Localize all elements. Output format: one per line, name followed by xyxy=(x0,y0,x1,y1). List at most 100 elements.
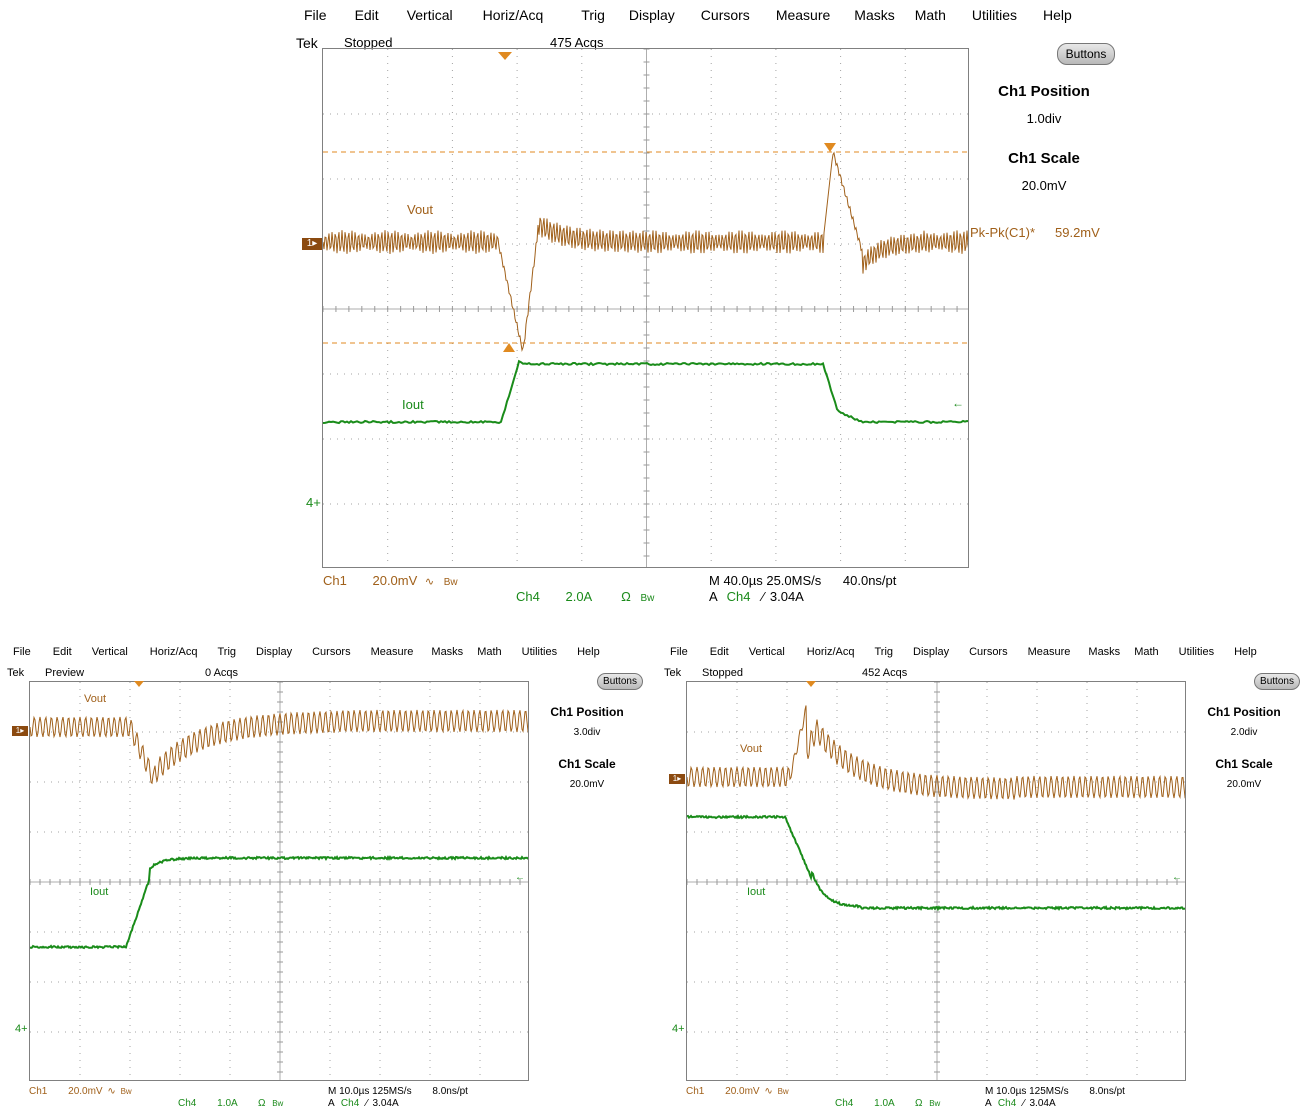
ch1-scale-value[interactable]: 20.0mV xyxy=(1192,779,1296,790)
menu-horiz-acq[interactable]: Horiz/Acq xyxy=(483,7,544,23)
acquisition-state: Preview xyxy=(45,667,84,679)
trigger-level-marker: ← xyxy=(515,872,525,883)
ch4-readout-label: Ch4 xyxy=(835,1098,853,1109)
ch1-readout[interactable]: Ch1 20.0mV ∿ Bw xyxy=(686,1086,789,1097)
ch1-readout[interactable]: Ch1 20.0mV ∿ Bw xyxy=(323,573,458,588)
ch4-readout[interactable]: Ch4 1.0A Ω Bw xyxy=(178,1098,283,1109)
menu-cursors[interactable]: Cursors xyxy=(969,646,1008,658)
cursor-marker-upper xyxy=(824,143,836,152)
ch1-position-value[interactable]: 1.0div xyxy=(982,111,1106,126)
menu-masks[interactable]: Masks xyxy=(1088,646,1120,658)
horizontal-readout[interactable]: M 40.0µs 25.0MS/s 40.0ns/pt xyxy=(709,573,896,588)
trigger-channel: Ch4 xyxy=(727,589,751,604)
menu-measure[interactable]: Measure xyxy=(371,646,414,658)
waveform-display xyxy=(323,49,969,568)
ch4-readout-label: Ch4 xyxy=(516,589,540,604)
bottom-left-scope-window: File Edit Vertical Horiz/Acq Trig Displa… xyxy=(0,640,650,1113)
menu-edit[interactable]: Edit xyxy=(53,646,72,658)
ch1-position-title: Ch1 Position xyxy=(982,83,1106,100)
trigger-channel: Ch4 xyxy=(998,1098,1016,1109)
trigger-channel: Ch4 xyxy=(341,1098,359,1109)
menu-trig[interactable]: Trig xyxy=(581,7,605,23)
menu-measure[interactable]: Measure xyxy=(776,7,830,23)
menu-trig[interactable]: Trig xyxy=(874,646,893,658)
menu-vertical[interactable]: Vertical xyxy=(407,7,453,23)
menu-edit[interactable]: Edit xyxy=(355,7,379,23)
waveform-graticule[interactable] xyxy=(29,681,529,1081)
trigger-source-a: A xyxy=(328,1098,334,1109)
menu-help[interactable]: Help xyxy=(1234,646,1257,658)
top-menu-bar: File Edit Vertical Horiz/Acq Trig Displa… xyxy=(304,7,1072,23)
ch4-ground-marker[interactable]: 4+ xyxy=(672,1023,685,1035)
menu-horiz-acq[interactable]: Horiz/Acq xyxy=(807,646,855,658)
trigger-readout[interactable]: A Ch4 ⁄ 3.04A xyxy=(985,1098,1056,1109)
ch1-ground-marker[interactable]: 1▸ xyxy=(302,238,322,250)
ch1-scale-value[interactable]: 20.0mV xyxy=(535,779,639,790)
waveform-display xyxy=(687,682,1186,1081)
menu-cursors[interactable]: Cursors xyxy=(701,7,750,23)
menu-cursors[interactable]: Cursors xyxy=(312,646,351,658)
menu-utilities[interactable]: Utilities xyxy=(522,646,557,658)
menu-file[interactable]: File xyxy=(304,7,327,23)
menu-measure[interactable]: Measure xyxy=(1028,646,1071,658)
menu-math[interactable]: Math xyxy=(915,7,946,23)
ch1-scale-value[interactable]: 20.0mV xyxy=(982,178,1106,193)
ch1-scale-title: Ch1 Scale xyxy=(982,150,1106,167)
menu-edit[interactable]: Edit xyxy=(710,646,729,658)
menu-vertical[interactable]: Vertical xyxy=(749,646,785,658)
buttons-toggle[interactable]: Buttons xyxy=(1057,43,1115,65)
ch1-coupling-icon: ∿ xyxy=(107,1086,115,1097)
menu-help[interactable]: Help xyxy=(1043,7,1072,23)
ch1-position-title: Ch1 Position xyxy=(535,705,639,719)
trigger-readout[interactable]: A Ch4 ⁄ 3.04A xyxy=(709,589,804,604)
ch1-position-value[interactable]: 2.0div xyxy=(1192,727,1296,738)
trigger-level: 3.04A xyxy=(770,589,804,604)
menu-horiz-acq[interactable]: Horiz/Acq xyxy=(150,646,198,658)
trigger-level-marker: ← xyxy=(952,396,964,410)
menu-vertical[interactable]: Vertical xyxy=(92,646,128,658)
horizontal-readout[interactable]: M 10.0µs 125MS/s 8.0ns/pt xyxy=(328,1086,468,1097)
acquisition-state: Stopped xyxy=(702,667,743,679)
ch1-readout-label: Ch1 xyxy=(323,573,347,588)
cursor-marker-lower xyxy=(503,343,515,352)
menu-display[interactable]: Display xyxy=(629,7,675,23)
menu-display[interactable]: Display xyxy=(256,646,292,658)
menu-utilities[interactable]: Utilities xyxy=(972,7,1017,23)
menu-utilities[interactable]: Utilities xyxy=(1179,646,1214,658)
brand-label: Tek xyxy=(296,35,318,51)
buttons-toggle[interactable]: Buttons xyxy=(1254,673,1300,690)
menu-trig[interactable]: Trig xyxy=(217,646,236,658)
menu-masks[interactable]: Masks xyxy=(854,7,894,23)
menu-file[interactable]: File xyxy=(13,646,31,658)
ch4-ground-marker[interactable]: 4+ xyxy=(306,495,321,510)
ch1-ground-marker[interactable]: 1▸ xyxy=(12,726,28,736)
ch4-readout-scale: 1.0A xyxy=(217,1098,237,1109)
trigger-source-a: A xyxy=(985,1098,991,1109)
menu-display[interactable]: Display xyxy=(913,646,949,658)
menu-help[interactable]: Help xyxy=(577,646,600,658)
menu-math[interactable]: Math xyxy=(477,646,501,658)
ch4-ground-marker[interactable]: 4+ xyxy=(15,1023,28,1035)
waveform-graticule[interactable] xyxy=(686,681,1186,1081)
horizontal-readout[interactable]: M 10.0µs 125MS/s 8.0ns/pt xyxy=(985,1086,1125,1097)
ch1-readout-scale: 20.0mV xyxy=(725,1086,759,1097)
trigger-slope-icon: ⁄ xyxy=(1023,1098,1025,1109)
horizontal-scale: M 40.0µs 25.0MS/s xyxy=(709,573,821,588)
ch4-readout[interactable]: Ch4 2.0A Ω Bw xyxy=(516,589,654,604)
menu-math[interactable]: Math xyxy=(1134,646,1158,658)
ch1-readout[interactable]: Ch1 20.0mV ∿ Bw xyxy=(29,1086,132,1097)
bl-menu-bar: File Edit Vertical Horiz/Acq Trig Displa… xyxy=(13,646,600,658)
ch4-readout[interactable]: Ch4 1.0A Ω Bw xyxy=(835,1098,940,1109)
ch1-readout-scale: 20.0mV xyxy=(372,573,417,588)
menu-file[interactable]: File xyxy=(670,646,688,658)
ch1-coupling-icon: ∿ xyxy=(764,1086,772,1097)
sample-interval: 40.0ns/pt xyxy=(843,573,897,588)
ch1-position-value[interactable]: 3.0div xyxy=(535,727,639,738)
waveform-graticule[interactable] xyxy=(322,48,969,568)
buttons-toggle[interactable]: Buttons xyxy=(597,673,643,690)
sample-interval: 8.0ns/pt xyxy=(1089,1086,1125,1097)
menu-masks[interactable]: Masks xyxy=(431,646,463,658)
acquisition-count: 452 Acqs xyxy=(862,667,907,679)
ch1-ground-marker[interactable]: 1▸ xyxy=(669,774,685,784)
trigger-readout[interactable]: A Ch4 ⁄ 3.04A xyxy=(328,1098,399,1109)
